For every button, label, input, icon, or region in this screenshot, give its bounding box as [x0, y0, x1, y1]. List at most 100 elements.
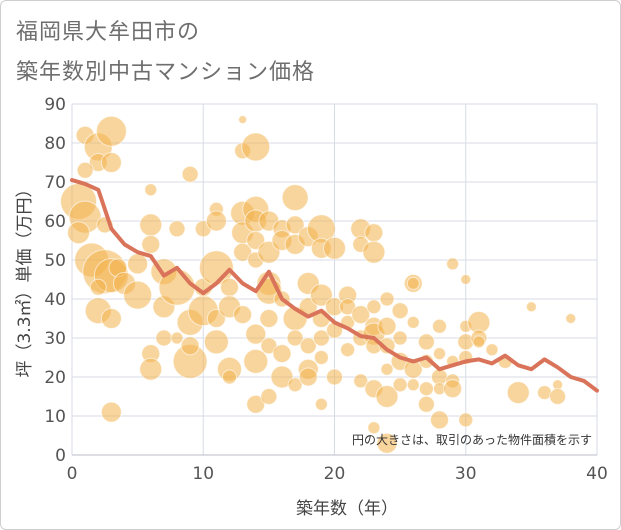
bubble-point: [141, 234, 161, 254]
y-tick-label: 20: [44, 368, 66, 388]
bubble-point: [326, 368, 343, 386]
bubble-point: [233, 305, 253, 325]
bubble-point: [241, 132, 271, 162]
bubble-point: [67, 221, 91, 245]
bubble-point: [367, 421, 381, 435]
x-tick-label: 40: [586, 464, 608, 484]
x-tick-label: 10: [192, 464, 214, 484]
bubble-point: [95, 115, 127, 147]
bubble-point: [203, 329, 229, 355]
y-tick-label: 40: [44, 290, 66, 310]
x-tick-label: 0: [67, 464, 78, 484]
y-tick-label: 90: [44, 95, 66, 115]
average-price-line: [70, 178, 599, 393]
bubble-point: [245, 323, 267, 345]
bubble-point: [525, 301, 537, 313]
bubble-point: [286, 329, 304, 347]
bubble-point: [89, 278, 107, 296]
bubble-point: [299, 337, 317, 355]
bubble-point: [417, 395, 435, 413]
bubble-point: [270, 365, 294, 389]
bubble-point: [406, 276, 420, 290]
y-tick-label: 10: [44, 407, 66, 427]
x-tick-label: 30: [455, 464, 477, 484]
y-tick-label: 70: [44, 173, 66, 193]
y-tick-label: 0: [55, 446, 66, 466]
bubble-point: [139, 357, 163, 381]
y-tick-label: 60: [44, 212, 66, 232]
size-note: 円の大きさは、取引のあった物件面積を示す: [352, 432, 592, 447]
bubble-point: [460, 274, 472, 285]
bubble-point: [458, 412, 474, 428]
bubble-point: [549, 388, 567, 405]
bubble-point: [430, 410, 449, 430]
y-tick-label: 30: [44, 329, 66, 349]
x-axis-label: 築年数（年）: [296, 499, 398, 519]
bubble-point: [432, 318, 447, 334]
bubble-point: [100, 152, 122, 173]
bubble-point: [168, 220, 186, 238]
y-axis-label: 坪（3.3㎡）単価（万円）: [15, 180, 35, 377]
bubble-point: [139, 213, 163, 237]
bubble-point: [220, 277, 239, 297]
bubble-point: [446, 257, 460, 271]
bubble-point: [100, 308, 122, 329]
bubble-point: [418, 381, 434, 397]
bubble-point: [366, 299, 382, 315]
bubble-point: [272, 344, 292, 364]
bubble-point: [205, 210, 227, 232]
bubble-point: [287, 377, 303, 393]
bubble-point: [314, 397, 328, 411]
bubble-point: [353, 373, 369, 389]
bubble-point: [506, 381, 530, 405]
x-tick-labels: 0 10 20 30 40: [67, 464, 608, 484]
bubble-point: [180, 336, 200, 356]
y-tick-label: 50: [44, 251, 66, 271]
bubble-point: [472, 335, 486, 349]
bubble-point: [392, 377, 408, 393]
y-tick-label: 80: [44, 134, 66, 154]
bubble-point: [260, 388, 278, 405]
bubble-point: [309, 283, 333, 307]
bubble-point: [443, 379, 463, 399]
bubble-point: [362, 240, 386, 264]
bubble-point: [100, 401, 122, 423]
bubble-point: [238, 115, 248, 125]
bubble-point: [246, 394, 266, 414]
bubble-point: [433, 347, 446, 361]
bubble-point: [181, 165, 199, 183]
bubble-point: [222, 369, 237, 385]
x-tick-label: 20: [324, 464, 346, 484]
bubble-point: [155, 329, 173, 347]
bubble-layer: [60, 115, 577, 454]
bubble-point: [340, 342, 356, 358]
bubble-point: [323, 236, 346, 260]
chart-title-line1: 福岡県大牟田市の: [16, 20, 201, 45]
bubble-point: [127, 253, 149, 275]
bubble-point: [259, 309, 279, 328]
bubble-point: [281, 184, 309, 212]
bubble-point: [375, 385, 399, 408]
bubble-point: [76, 161, 94, 179]
bubble-point: [123, 280, 153, 310]
bubble-point: [351, 305, 371, 325]
bubble-point: [392, 330, 408, 346]
bubble-point: [377, 316, 397, 336]
bubble-point: [313, 350, 329, 365]
bubble-point: [364, 223, 384, 243]
bubble-point: [298, 367, 318, 387]
bubble-point: [243, 348, 269, 374]
bubble-point: [144, 183, 158, 197]
bubble-point: [376, 432, 398, 454]
bubble-point: [170, 331, 184, 345]
bubble-point: [417, 333, 435, 351]
bubble-point: [565, 313, 577, 324]
bubble-point: [406, 378, 420, 392]
bubble-point: [485, 343, 499, 357]
bubble-point: [380, 362, 394, 376]
trend-line-layer: [70, 178, 599, 393]
chart-title-line2: 築年数別中古マンション価格: [16, 60, 316, 85]
bubble-point: [379, 291, 395, 307]
bubble-point: [406, 315, 420, 329]
